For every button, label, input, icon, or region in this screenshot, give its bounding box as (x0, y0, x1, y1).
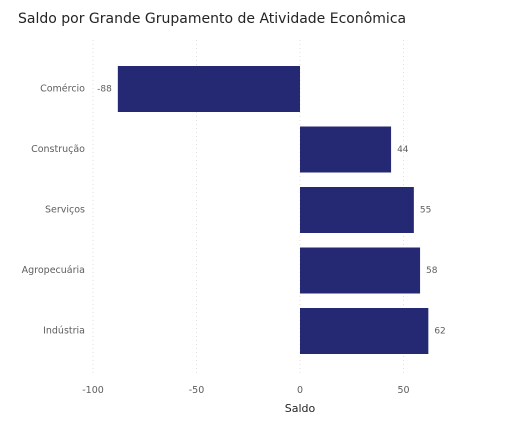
data-label: 62 (434, 327, 445, 337)
x-axis-title: Saldo (285, 402, 316, 415)
bar[interactable] (300, 308, 429, 354)
category-label: Agropecuária (22, 265, 85, 276)
bar[interactable] (300, 247, 421, 294)
category-label: Construção (31, 144, 85, 155)
x-tick-label: 50 (397, 385, 409, 396)
data-label: 58 (426, 266, 438, 276)
chart-title: Saldo por Grande Grupamento de Atividade… (18, 11, 407, 27)
category-label: Serviços (45, 205, 85, 216)
bar[interactable] (300, 126, 392, 173)
category-label: Comércio (40, 84, 85, 95)
x-tick-label: 0 (297, 385, 303, 396)
bar[interactable] (117, 66, 300, 112)
category-label: Indústria (43, 326, 85, 337)
data-label: 55 (420, 206, 431, 216)
bar[interactable] (300, 187, 414, 233)
data-label: 44 (397, 145, 409, 155)
x-tick-label: -100 (82, 385, 104, 396)
data-label: -88 (97, 85, 112, 95)
x-tick-label: -50 (189, 385, 205, 396)
